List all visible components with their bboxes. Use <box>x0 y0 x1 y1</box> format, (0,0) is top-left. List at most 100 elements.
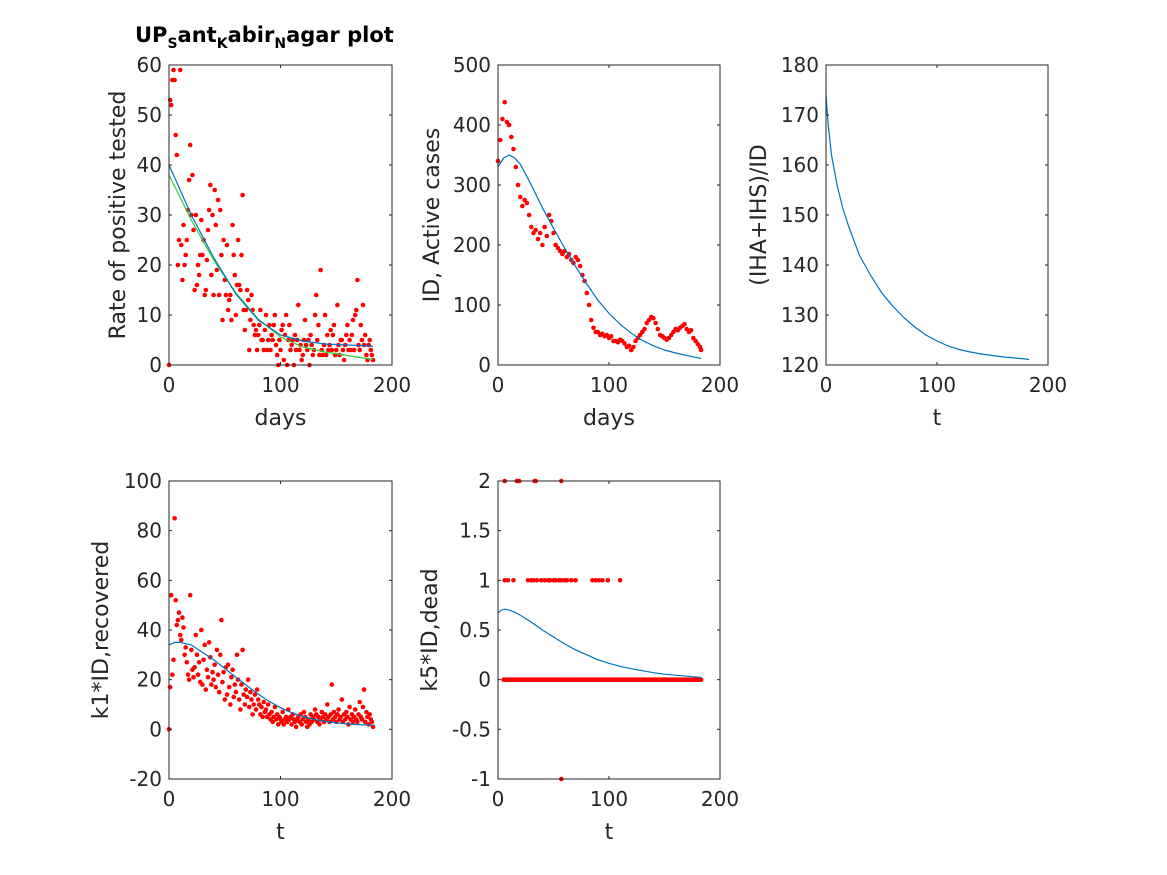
data-point <box>213 684 219 690</box>
data-point <box>263 312 269 318</box>
data-point <box>265 702 271 707</box>
data-point <box>540 242 545 248</box>
data-point <box>248 317 253 323</box>
data-point <box>517 194 523 200</box>
y-tick-label: 10 <box>137 303 162 327</box>
data-point <box>206 207 212 213</box>
data-point <box>330 332 336 338</box>
data-point <box>253 707 259 712</box>
data-point <box>320 352 326 358</box>
data-point <box>186 177 192 183</box>
data-point <box>335 712 340 717</box>
data-point <box>200 682 205 687</box>
data-point <box>183 252 188 258</box>
data-point <box>215 672 221 677</box>
data-point <box>233 689 239 695</box>
data-point <box>313 292 319 298</box>
data-point <box>325 332 330 338</box>
data-point <box>235 237 241 243</box>
data-point <box>173 597 178 603</box>
data-point <box>319 709 325 715</box>
series-line-1 <box>168 641 374 726</box>
data-point <box>247 347 252 353</box>
data-point <box>221 669 226 675</box>
data-point <box>273 342 279 348</box>
data-point <box>248 689 253 695</box>
data-point <box>364 709 369 715</box>
data-point <box>172 77 177 83</box>
data-point <box>231 694 236 700</box>
data-point <box>228 702 233 707</box>
y-tick-label: 180 <box>781 53 819 77</box>
data-point <box>244 694 250 700</box>
subplot-dead: 0 100 200 -1 -0.5 0 0.5 1 1.5 2 t k5*ID,dead <box>418 469 739 845</box>
data-point <box>526 212 532 218</box>
data-point <box>221 237 226 243</box>
data-point <box>260 337 266 343</box>
data-point <box>238 707 243 712</box>
data-point <box>317 722 322 727</box>
data-point <box>224 242 230 248</box>
data-point <box>226 297 232 303</box>
data-point <box>230 667 235 672</box>
data-point <box>655 326 661 332</box>
data-point <box>354 307 359 313</box>
data-point <box>502 578 508 583</box>
data-point <box>577 263 583 269</box>
data-point <box>247 704 252 710</box>
x-axis-label: t <box>933 406 942 431</box>
data-point <box>181 625 186 630</box>
data-point <box>189 647 194 653</box>
data-point <box>309 342 315 348</box>
data-point <box>280 709 286 715</box>
data-point <box>588 317 594 323</box>
plot-area <box>498 481 720 779</box>
data-point <box>547 578 553 583</box>
data-point <box>586 302 592 308</box>
data-point <box>600 578 605 583</box>
data-point <box>573 578 578 583</box>
data-point <box>168 102 174 108</box>
data-point <box>185 672 191 677</box>
data-point <box>525 578 531 583</box>
data-point <box>183 645 188 650</box>
data-point <box>293 724 299 730</box>
data-point <box>222 697 228 702</box>
data-point <box>322 312 328 318</box>
data-point <box>287 322 292 328</box>
data-point <box>268 347 273 353</box>
data-point <box>297 347 302 353</box>
data-point <box>370 357 376 363</box>
y-axis-label: (IHA+IHS)/ID <box>747 144 772 286</box>
data-point <box>312 707 318 712</box>
data-point <box>218 207 223 213</box>
data-point <box>539 578 544 583</box>
y-axis-label: Rate of positive tested <box>106 91 131 340</box>
data-point <box>270 719 276 725</box>
data-point <box>345 714 350 720</box>
data-point <box>339 697 345 702</box>
data-point <box>270 337 276 343</box>
data-point <box>331 322 337 328</box>
data-point <box>551 230 556 236</box>
data-point <box>219 617 224 623</box>
data-point <box>682 321 687 327</box>
data-point <box>327 342 332 348</box>
data-point <box>210 212 215 218</box>
data-point <box>274 352 280 358</box>
x-tick-label: 0 <box>492 373 505 397</box>
data-point <box>338 714 344 720</box>
data-point <box>349 332 355 338</box>
data-point <box>195 262 201 268</box>
data-point <box>254 687 260 692</box>
data-point <box>364 352 369 358</box>
x-tick-label: 100 <box>261 373 299 397</box>
data-point <box>546 212 552 218</box>
data-point <box>240 647 245 653</box>
y-axis-label: k5*ID,dead <box>418 568 443 691</box>
data-point <box>261 699 267 705</box>
data-point <box>361 687 367 692</box>
data-point <box>208 182 213 188</box>
data-point <box>325 702 330 707</box>
y-tick-label: 100 <box>453 293 491 317</box>
